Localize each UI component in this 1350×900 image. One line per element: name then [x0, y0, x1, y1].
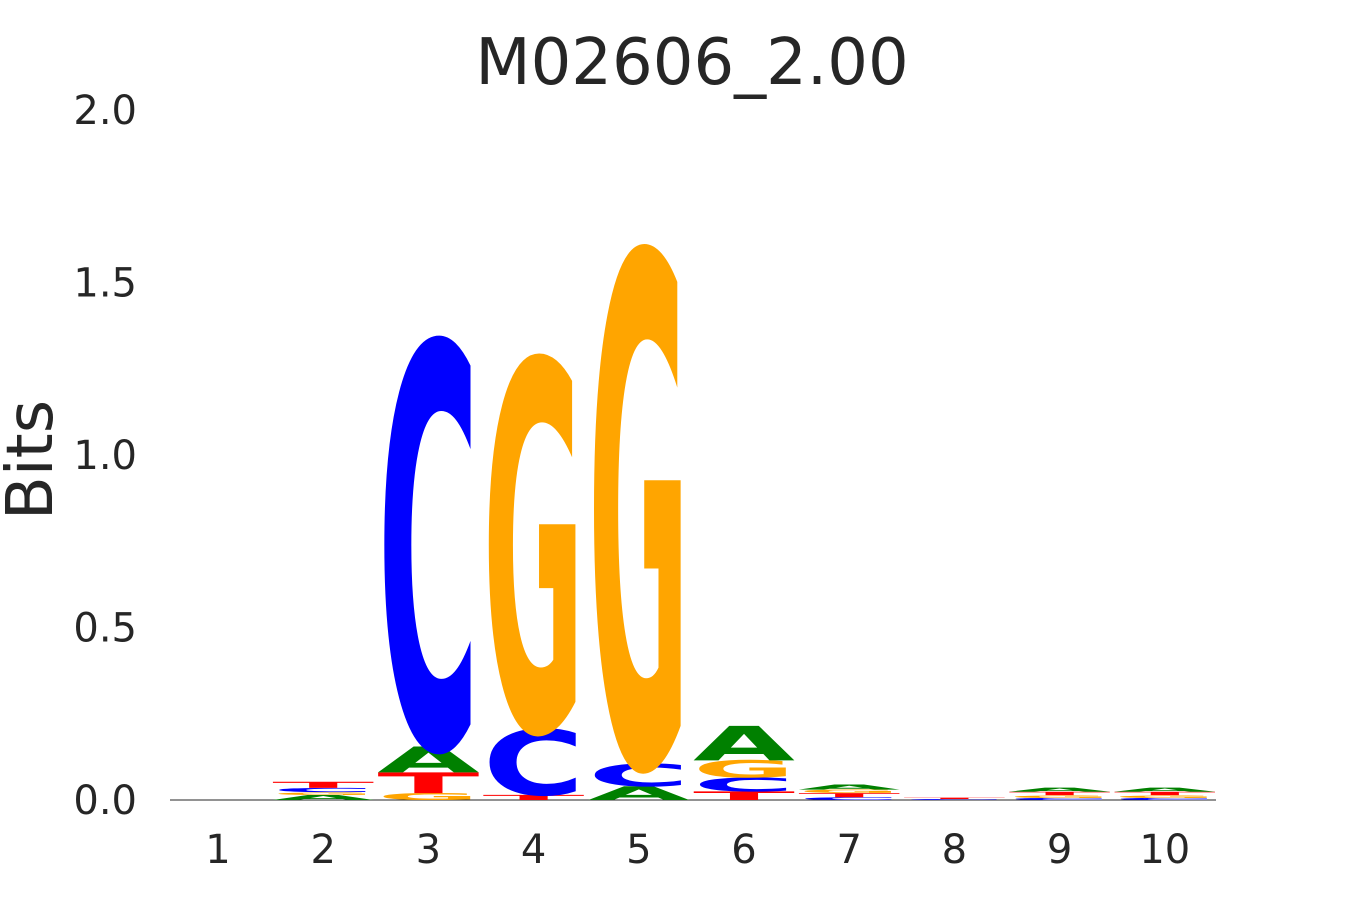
logo-letter-g: G	[588, 113, 690, 900]
x-tick-label: 2	[310, 827, 335, 873]
logo-letter-g: G	[693, 756, 795, 784]
y-axis-ticks: 0.0 0.5 1.0 1.5 2.0	[73, 88, 137, 824]
logo-letter-t: T	[693, 789, 795, 803]
logo-letter-a: A	[693, 717, 795, 772]
logo-letter-t: T	[903, 797, 1005, 799]
logo-letter-g: G	[1114, 794, 1216, 798]
logo-letter-t: T	[377, 767, 479, 800]
logo-letter-g: G	[1009, 794, 1111, 798]
logo-letter-a: A	[1009, 786, 1111, 793]
logo-letter-c: C	[483, 711, 585, 816]
logo-letter-a: A	[588, 783, 690, 805]
y-tick-label: 0.0	[73, 778, 137, 824]
x-tick-label: 1	[205, 827, 230, 873]
y-tick-label: 1.0	[73, 433, 137, 479]
x-tick-label: 5	[626, 827, 651, 873]
chart-title: M02606_2.00	[475, 26, 908, 100]
logo-letter-c: C	[1009, 797, 1111, 800]
logo-letter-t: T	[272, 780, 374, 790]
y-tick-label: 0.5	[73, 606, 137, 652]
logo-letter-g: G	[798, 789, 900, 795]
logo-letter-t: T	[798, 792, 900, 799]
x-tick-label: 10	[1139, 827, 1190, 873]
y-tick-label: 2.0	[73, 88, 137, 134]
logo-letter-g: G	[377, 791, 479, 802]
logo-letter-c: C	[272, 787, 374, 794]
logo-letter-a: A	[1114, 786, 1216, 793]
logo-letter-t: T	[1009, 791, 1111, 797]
logo-letter-a: A	[272, 793, 374, 801]
x-tick-label: 9	[1047, 827, 1072, 873]
y-axis-label: Bits	[0, 400, 68, 520]
logo-letter-c: C	[377, 234, 479, 879]
logo-letter-g: G	[272, 791, 374, 795]
logo-letter-c: C	[588, 758, 690, 794]
logo-letter-c: C	[903, 799, 1005, 801]
x-tick-label: 8	[942, 827, 967, 873]
logo-letter-c: C	[798, 797, 900, 801]
y-tick-label: 1.5	[73, 261, 137, 307]
logo-letter-g: G	[483, 260, 585, 849]
x-tick-label: 7	[836, 827, 861, 873]
logo-letter-a: A	[377, 739, 479, 781]
logo-letter-c: C	[693, 774, 795, 796]
logo-letter-t: T	[1114, 791, 1216, 797]
x-tick-label: 4	[521, 827, 546, 873]
logo-letter-t: T	[483, 793, 585, 801]
x-tick-label: 6	[731, 827, 756, 873]
logo-letter-a: A	[798, 783, 900, 791]
x-tick-label: 3	[416, 827, 441, 873]
logo-letter-c: C	[1114, 797, 1216, 800]
x-axis-ticks: 1 2 3 4 5 6 7 8 9 10	[205, 827, 1190, 873]
